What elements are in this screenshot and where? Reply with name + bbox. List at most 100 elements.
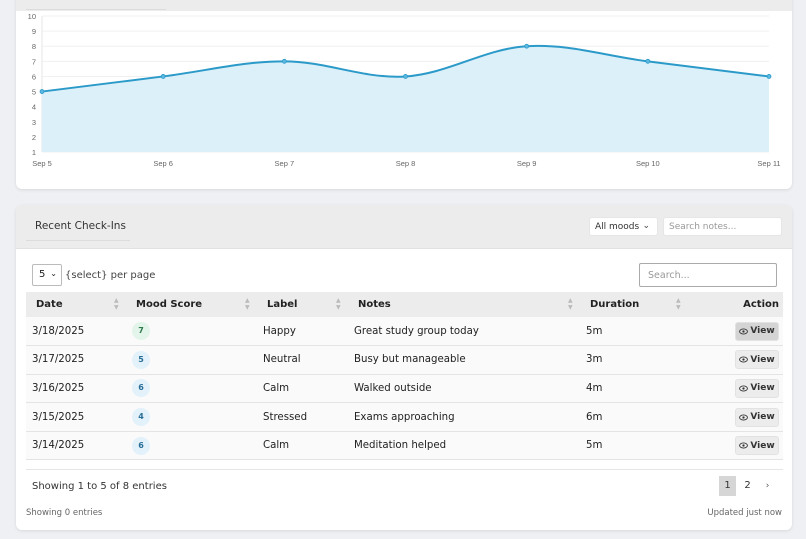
- svg-text:9: 9: [32, 27, 36, 36]
- data-point[interactable]: [281, 58, 287, 64]
- column-header-duration[interactable]: Duration ▲ ▼: [590, 297, 681, 311]
- svg-text:Sep 10: Sep 10: [636, 159, 660, 168]
- view-button[interactable]: View: [735, 436, 779, 456]
- svg-text:5: 5: [32, 88, 36, 97]
- cell-label: Calm: [263, 382, 290, 394]
- per-page-label: {select} per page: [65, 269, 156, 281]
- column-header-date[interactable]: Date ▲ ▼: [36, 297, 119, 311]
- table-search-input[interactable]: Search...: [639, 263, 777, 287]
- notes-search-input[interactable]: Search notes...: [663, 217, 782, 236]
- cell-action: View: [688, 431, 783, 460]
- footer-entries-text: Showing 0 entries: [26, 508, 103, 518]
- cell-label: Calm: [263, 440, 290, 452]
- svg-text:10: 10: [28, 12, 36, 21]
- data-point[interactable]: [524, 43, 530, 49]
- mood-filter-select[interactable]: All moods ⌄: [589, 217, 658, 236]
- per-page-value: 5: [39, 269, 46, 280]
- view-button[interactable]: View: [735, 378, 779, 398]
- eye-icon: [739, 414, 749, 421]
- cell-notes: Busy but manageable: [354, 354, 466, 366]
- table-row: 3/15/2025 4 Stressed Exams approaching 6m Vie…: [26, 402, 783, 432]
- svg-text:3: 3: [32, 118, 36, 127]
- table-row: 3/14/2025 6 Calm Meditation helped 5m View: [26, 431, 783, 460]
- svg-text:Sep 11: Sep 11: [757, 159, 780, 168]
- cell-mood-score: 4: [126, 403, 257, 432]
- cell-mood-score: 5: [126, 346, 257, 375]
- table-row: 3/17/2025 5 Neutral Busy but manageable 3m Vi…: [26, 345, 783, 375]
- cell-mood-score: 7: [126, 317, 257, 346]
- column-header-notes[interactable]: Notes ▲ ▼: [358, 297, 573, 311]
- svg-text:8: 8: [32, 42, 36, 51]
- cell-notes: Exams approaching: [354, 411, 455, 423]
- svg-text:Sep 8: Sep 8: [396, 159, 416, 168]
- column-header-label[interactable]: Label ▲ ▼: [267, 297, 341, 311]
- page-2-button[interactable]: 2: [744, 480, 751, 491]
- cell-duration: 5m: [586, 440, 603, 452]
- table-row: 3/18/2025 7 Happy Great study group today 5m…: [26, 317, 783, 346]
- mood-score-badge: 5: [132, 350, 150, 369]
- eye-icon: [739, 328, 749, 335]
- next-page-button[interactable]: ›: [765, 481, 770, 491]
- svg-text:4: 4: [32, 103, 36, 112]
- area-fill: [42, 45, 769, 153]
- view-button[interactable]: View: [735, 407, 779, 427]
- mood-score-badge: 4: [132, 408, 150, 427]
- data-point[interactable]: [645, 58, 651, 64]
- page-1-button[interactable]: 1: [719, 476, 736, 496]
- svg-text:Sep 5: Sep 5: [32, 159, 52, 168]
- svg-text:1: 1: [32, 148, 36, 157]
- sort-icon: ▲ ▼: [336, 297, 341, 311]
- title-underline: [26, 240, 130, 241]
- svg-text:7: 7: [32, 57, 36, 66]
- mood-trend-card: 1 2 3 4 5 6 7 8 9 10 Sep 5 Sep 6 Sep 7 Sep 8 Sep 9 Sep …: [16, 0, 792, 189]
- eye-icon: [739, 356, 749, 363]
- data-point[interactable]: [766, 74, 772, 79]
- mood-filter-value: All moods: [595, 222, 640, 232]
- chevron-down-icon: ⌄: [642, 221, 650, 231]
- card-title: Recent Check-Ins: [35, 220, 126, 232]
- view-button[interactable]: View: [735, 350, 779, 370]
- cell-duration: 6m: [586, 411, 603, 423]
- chart-card-header: [16, 0, 792, 11]
- data-point[interactable]: [403, 74, 408, 79]
- sort-icon: ▲ ▼: [568, 297, 573, 311]
- cell-notes: Great study group today: [354, 325, 479, 337]
- cell-notes: Meditation helped: [354, 440, 447, 452]
- cell-notes: Walked outside: [354, 382, 432, 394]
- cell-date: 3/15/2025: [32, 411, 85, 423]
- per-page-select[interactable]: 5 ⌄: [32, 264, 62, 286]
- svg-text:Sep 6: Sep 6: [153, 159, 173, 168]
- checkins-table: Date ▲ ▼ Mood Score ▲ ▼ Label ▲ ▼ Notes ▲ ▼ Dura…: [26, 292, 783, 460]
- cell-duration: 5m: [586, 325, 603, 337]
- view-button[interactable]: View: [735, 321, 779, 341]
- data-point[interactable]: [160, 74, 166, 79]
- header-underline: [26, 9, 166, 10]
- cell-mood-score: 6: [126, 374, 257, 403]
- cell-mood-score: 6: [126, 431, 257, 460]
- mood-score-badge: 6: [132, 379, 150, 398]
- chevron-down-icon: ⌄: [50, 269, 57, 278]
- recent-checkins-card: Recent Check-Ins All moods ⌄ Search note…: [16, 205, 792, 530]
- checkins-header: Recent Check-Ins All moods ⌄ Search note…: [16, 205, 792, 249]
- table-row: 3/16/2025 6 Calm Walked outside 4m View: [26, 374, 783, 403]
- data-point[interactable]: [39, 89, 45, 94]
- pagination: 1 2 ›: [719, 476, 779, 496]
- entries-summary: Showing 1 to 5 of 8 entries: [32, 481, 167, 492]
- per-page-control: 5 ⌄ {select} per page: [32, 264, 155, 286]
- cell-action: View: [688, 403, 783, 432]
- column-header-action: Action: [743, 299, 779, 310]
- cell-label: Happy: [263, 325, 296, 337]
- sort-icon: ▲ ▼: [114, 297, 119, 311]
- mood-score-badge: 6: [132, 436, 150, 455]
- eye-icon: [739, 442, 749, 449]
- cell-date: 3/16/2025: [32, 382, 85, 394]
- cell-action: View: [688, 346, 783, 375]
- cell-label: Stressed: [263, 411, 308, 423]
- cell-duration: 3m: [586, 354, 603, 366]
- svg-text:Sep 9: Sep 9: [517, 159, 537, 168]
- column-header-mood-score[interactable]: Mood Score ▲ ▼: [136, 297, 250, 311]
- cell-duration: 4m: [586, 382, 603, 394]
- sort-icon: ▲ ▼: [245, 297, 250, 311]
- svg-text:2: 2: [32, 133, 36, 142]
- cell-label: Neutral: [263, 354, 301, 366]
